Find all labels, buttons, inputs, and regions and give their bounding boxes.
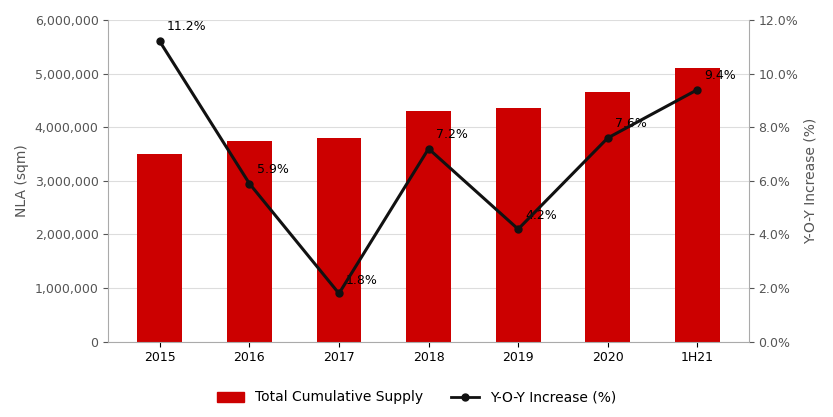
Text: 4.2%: 4.2%	[526, 209, 557, 222]
Bar	[137, 154, 182, 342]
Y-axis label: NLA (sqm): NLA (sqm)	[15, 145, 29, 217]
Line: Y-O-Y Increase (%): Y-O-Y Increase (%)	[157, 38, 701, 297]
Bar	[675, 68, 720, 342]
Y-O-Y Increase (%)	[513, 226, 523, 231]
Bar	[227, 141, 272, 342]
Text: 1.8%: 1.8%	[347, 274, 378, 287]
Y-O-Y Increase (%)	[692, 87, 702, 92]
Y-O-Y Increase (%)	[155, 39, 165, 44]
Legend: Total Cumulative Supply, Y-O-Y Increase (%): Total Cumulative Supply, Y-O-Y Increase …	[211, 385, 622, 410]
Text: 11.2%: 11.2%	[167, 20, 207, 33]
Text: 7.6%: 7.6%	[615, 117, 646, 130]
Y-O-Y Increase (%)	[334, 291, 344, 296]
Y-axis label: Y-O-Y Increase (%): Y-O-Y Increase (%)	[804, 118, 818, 244]
Text: 9.4%: 9.4%	[705, 69, 736, 82]
Bar	[496, 108, 541, 342]
Bar	[586, 93, 630, 342]
Y-O-Y Increase (%)	[423, 146, 433, 151]
Bar	[407, 111, 451, 342]
Y-O-Y Increase (%)	[603, 136, 613, 141]
Text: 5.9%: 5.9%	[257, 163, 288, 176]
Bar	[317, 138, 362, 342]
Y-O-Y Increase (%)	[244, 181, 254, 186]
Text: 7.2%: 7.2%	[436, 128, 467, 141]
